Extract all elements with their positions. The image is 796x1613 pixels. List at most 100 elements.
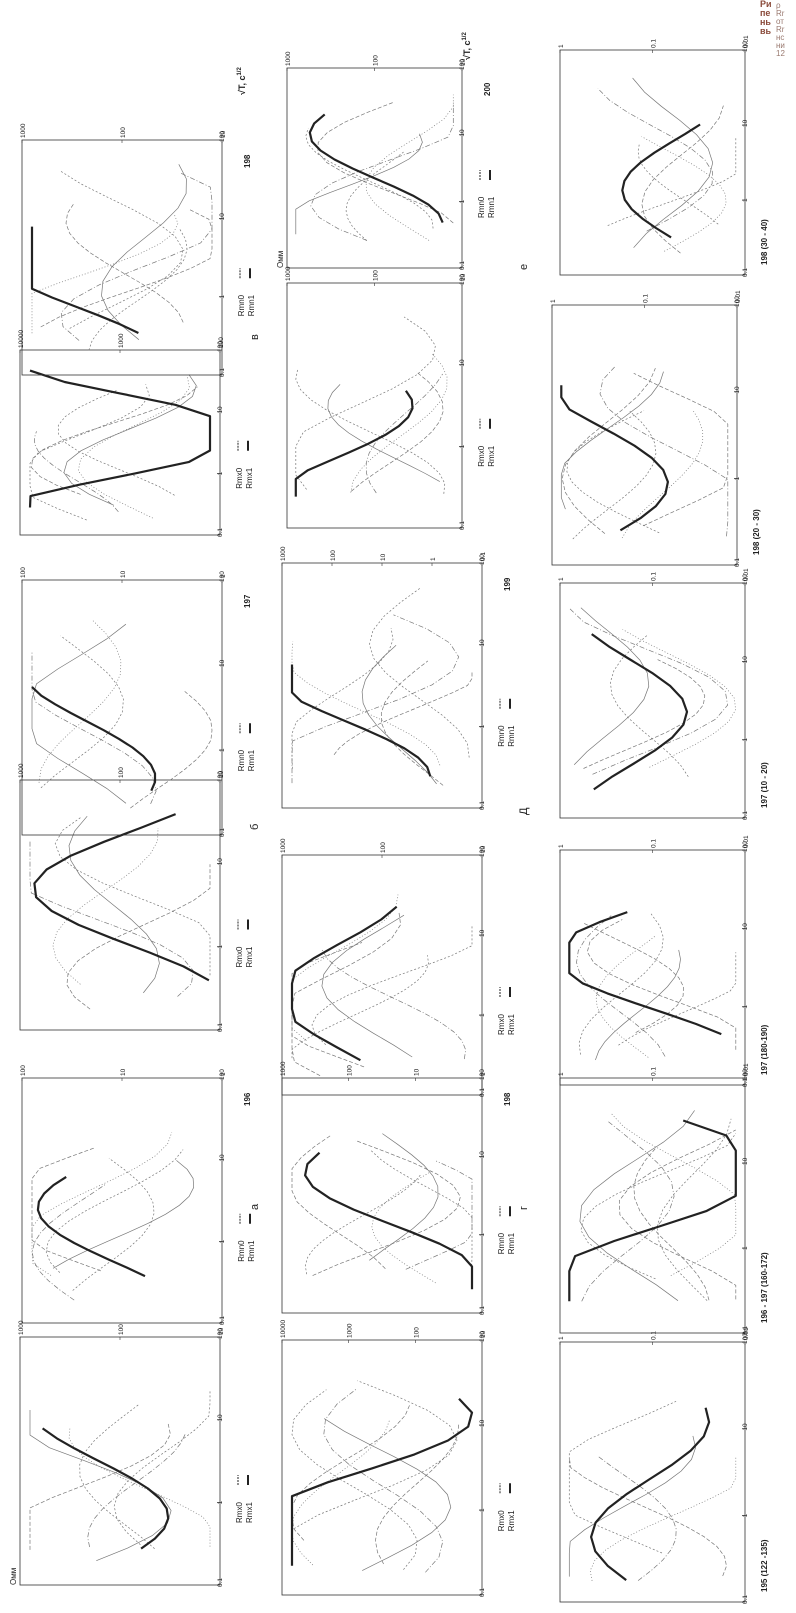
data-curve <box>566 410 660 534</box>
panel-number: 200 <box>483 82 492 96</box>
y-tick-label: 100 <box>20 567 27 578</box>
panel-number: 195 (122 -135) <box>760 1539 769 1592</box>
legend-label: Rmx0 <box>235 467 244 488</box>
x-tick-label: 10 <box>479 929 486 937</box>
chart-panel: 1 0.1 0.01 0.1 1 10 100 198 (20 - 30) <box>550 290 761 567</box>
y-tick-label: 10 <box>120 570 127 578</box>
data-curve <box>291 1403 411 1541</box>
x-tick-label: 0.1 <box>734 558 741 567</box>
data-curve <box>59 170 184 329</box>
plot-frame <box>21 579 223 836</box>
x-tick-label: 1 <box>742 1513 749 1517</box>
data-curve <box>304 1173 422 1275</box>
bold-curve <box>41 1427 170 1550</box>
caption-line: Rr <box>776 25 785 34</box>
bold-curve <box>290 664 432 777</box>
chart-panel: 1000 100 10 1 0.1 1 10 100 Rmn0 Rmn1 198 <box>280 1061 516 1315</box>
panel-number: 196 - 197 (160-172) <box>760 1252 769 1323</box>
bold-curve <box>568 1119 737 1302</box>
data-curve <box>361 645 437 785</box>
chart-panel: 1 0.1 0.01 0.1 1 10 100 197 (180-190) <box>558 835 769 1087</box>
section-label: а <box>249 1203 261 1210</box>
y-tick-label: 1000 <box>280 838 287 853</box>
y-tick-label: 100 <box>118 1324 125 1335</box>
x-tick-label: 0.1 <box>479 801 486 810</box>
caption-line: нс <box>776 33 785 42</box>
panel-number: 199 <box>503 577 512 591</box>
data-curve <box>29 1423 171 1550</box>
y-tick-label: 100 <box>347 1065 354 1076</box>
section-label: е <box>518 264 530 270</box>
panel-number: 198 (30 - 40) <box>760 219 769 265</box>
data-curve <box>291 942 365 1068</box>
y-tick-label: 100 <box>413 1327 420 1338</box>
x-tick-label: 1 <box>479 1013 486 1017</box>
y-tick-label: 0.01 <box>743 35 750 48</box>
plot-frame <box>286 67 463 269</box>
x-tick-label: 1 <box>742 198 749 202</box>
data-curve <box>31 651 157 805</box>
data-curve <box>586 919 737 1050</box>
legend-label: Rmn1 <box>507 1232 516 1254</box>
data-curve <box>312 1140 461 1276</box>
caption-line: ρ <box>776 2 781 10</box>
y-tick-label: 10 <box>460 58 467 66</box>
x-tick-label: 0.1 <box>742 1595 749 1604</box>
data-curve <box>63 374 197 506</box>
legend-label: Rmx0 <box>235 1502 244 1523</box>
bold-curve <box>33 813 210 982</box>
x-tick-label: 100 <box>742 574 749 585</box>
section-label: г <box>518 1206 530 1210</box>
y-tick-label: 10 <box>413 1068 420 1076</box>
plot-frame <box>559 1341 746 1603</box>
section-label: Д <box>518 807 530 815</box>
caption-line: Ри <box>760 0 772 9</box>
data-curve <box>311 925 473 1045</box>
data-curve <box>621 409 704 539</box>
bold-curve <box>568 911 722 1036</box>
legend-label: Rmx1 <box>507 1510 516 1531</box>
y-tick-label: 1 <box>550 299 557 303</box>
x-tick-label: 1 <box>217 471 224 475</box>
legend-label: Rmx0 <box>497 1510 506 1531</box>
data-curve <box>40 635 124 789</box>
data-curve <box>641 136 727 252</box>
plot-frame <box>19 1336 221 1586</box>
data-curve <box>365 94 454 241</box>
y-tick-label: 10 <box>380 553 387 561</box>
x-tick-label: 100 <box>742 41 749 52</box>
y-tick-label: 100 <box>20 1065 27 1076</box>
x-tick-label: 0.1 <box>742 268 749 277</box>
data-curve <box>87 1433 186 1548</box>
plot-frame <box>19 779 221 1031</box>
x-tick-label: 10 <box>479 1151 486 1159</box>
section-label: б <box>249 824 261 830</box>
x-tick-label: 0.1 <box>459 521 466 530</box>
x-tick-label: 1 <box>479 1233 486 1237</box>
legend-label: Rmn1 <box>507 725 516 747</box>
x-tick-label: 10 <box>742 119 749 127</box>
y-tick-label: 0.1 <box>651 572 658 581</box>
data-curve <box>291 641 441 766</box>
data-curve <box>595 935 656 1058</box>
legend-label: Rmx1 <box>507 1014 516 1035</box>
caption-line: вь <box>760 26 772 36</box>
data-curve <box>568 1435 696 1577</box>
bold-curve <box>621 123 701 239</box>
panel-number: 197 (180-190) <box>760 1024 769 1075</box>
x-tick-label: 10 <box>479 639 486 647</box>
legend-label: Rmn1 <box>487 196 496 218</box>
section-label: в <box>249 334 261 340</box>
data-curve <box>31 1132 173 1276</box>
bold-curve <box>304 1151 474 1290</box>
data-curve <box>568 1457 727 1577</box>
x-tick-label: 1 <box>479 1508 486 1512</box>
panel-number: 198 <box>243 154 252 168</box>
plot-frame <box>281 854 483 1096</box>
x-tick-label: 0.1 <box>219 368 226 377</box>
data-curve <box>365 373 443 494</box>
x-tick-label: 0.1 <box>742 811 749 820</box>
data-curve <box>40 209 213 328</box>
